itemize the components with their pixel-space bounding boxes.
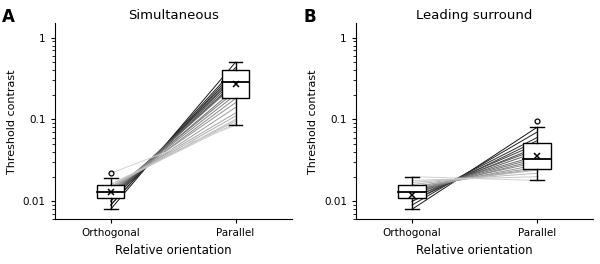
Text: B: B [304, 7, 316, 26]
Text: A: A [2, 7, 15, 26]
FancyBboxPatch shape [97, 185, 124, 198]
FancyBboxPatch shape [398, 185, 426, 198]
Y-axis label: Threshold contrast: Threshold contrast [7, 69, 17, 174]
Y-axis label: Threshold contrast: Threshold contrast [308, 69, 319, 174]
X-axis label: Relative orientation: Relative orientation [416, 244, 533, 257]
Title: Leading surround: Leading surround [416, 9, 533, 22]
X-axis label: Relative orientation: Relative orientation [115, 244, 232, 257]
FancyBboxPatch shape [222, 70, 249, 98]
FancyBboxPatch shape [523, 143, 551, 169]
Title: Simultaneous: Simultaneous [128, 9, 218, 22]
